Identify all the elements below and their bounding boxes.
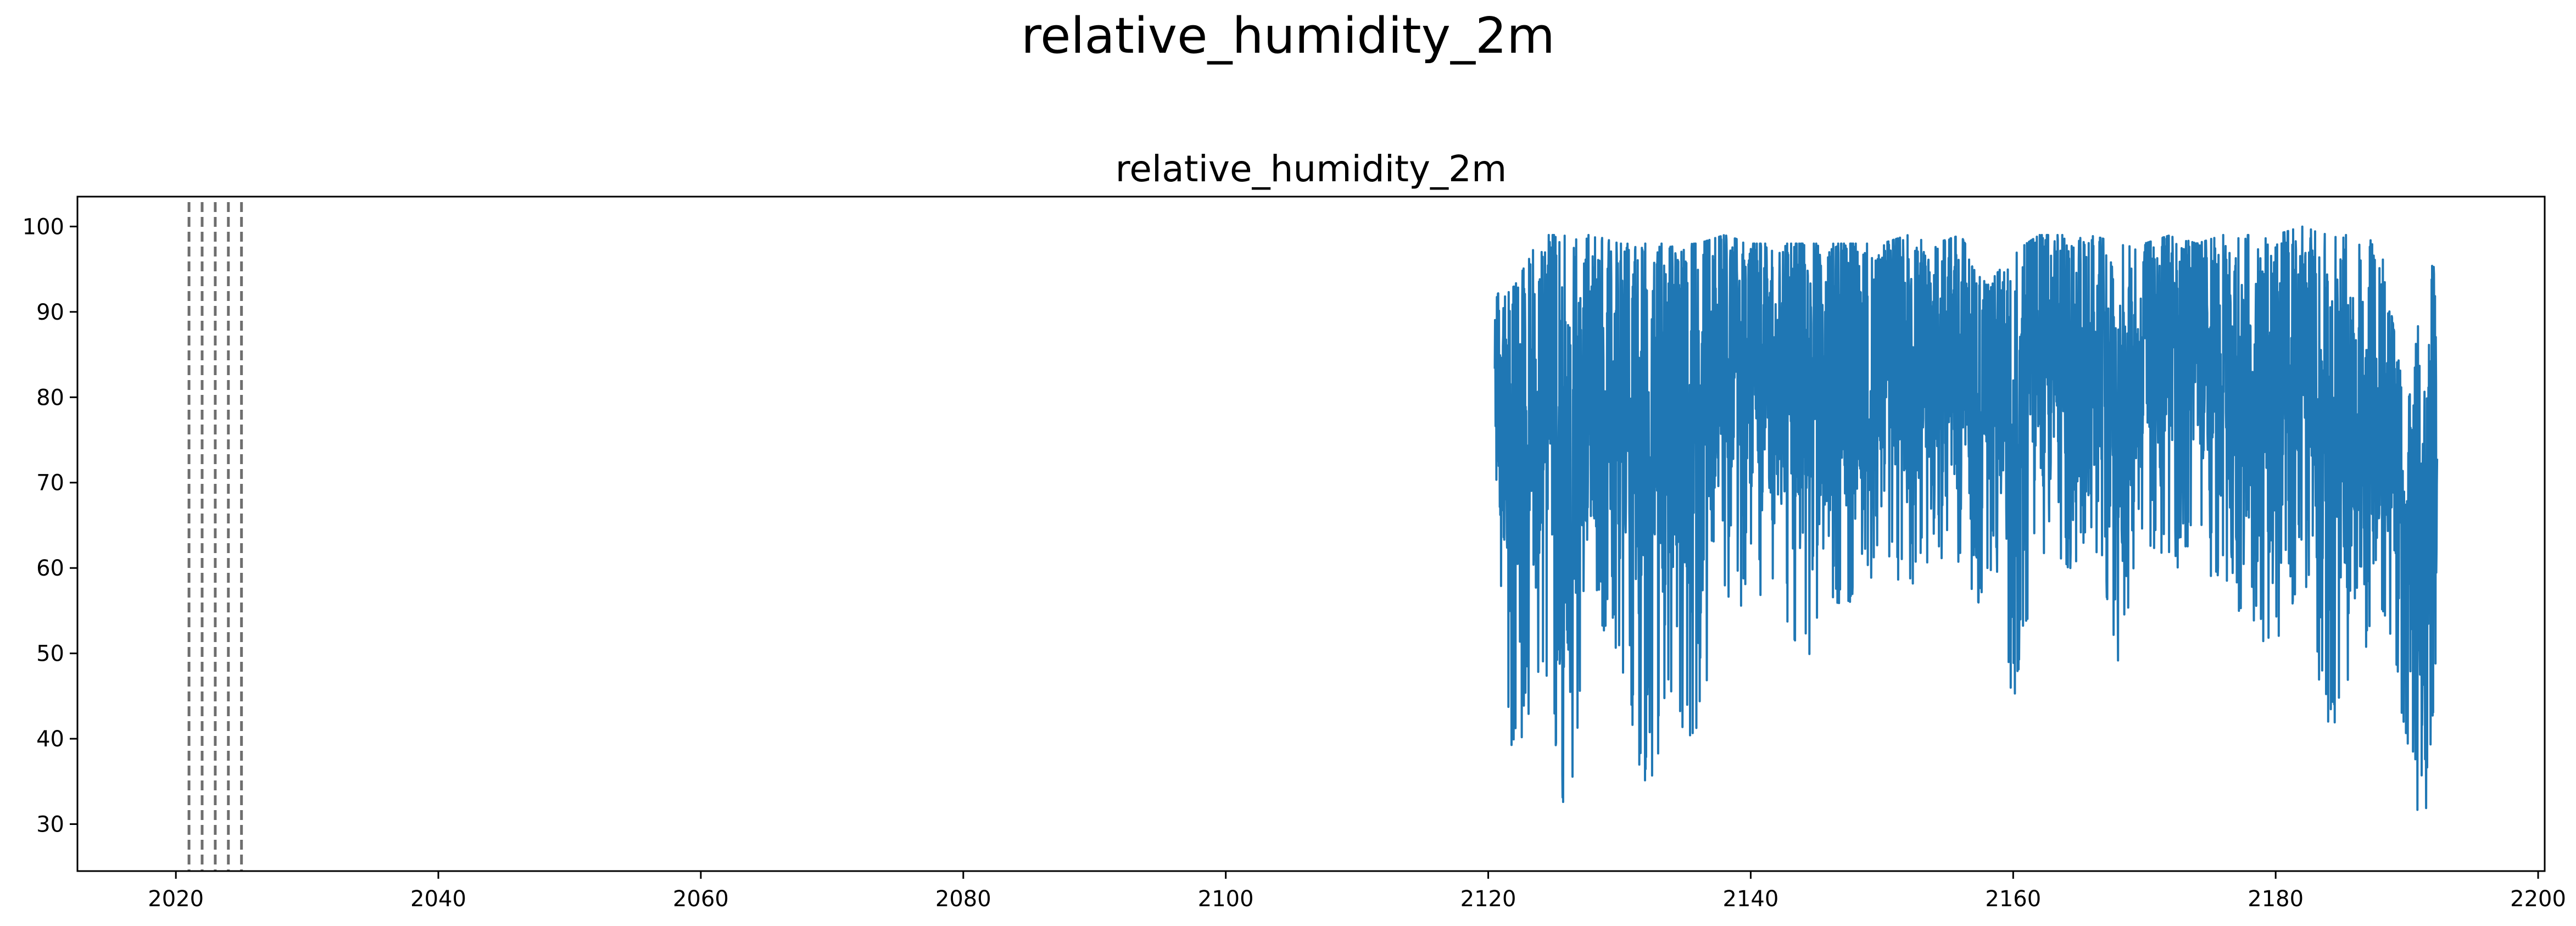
vertical-lines bbox=[187, 202, 243, 871]
x-tick-label: 2140 bbox=[1723, 886, 1779, 912]
y-tick-label: 80 bbox=[36, 385, 64, 410]
x-tick-label: 2040 bbox=[410, 886, 466, 912]
y-tick-label: 90 bbox=[36, 300, 64, 325]
x-tick-label: 2200 bbox=[2510, 886, 2566, 912]
y-tick-label: 50 bbox=[36, 641, 64, 667]
axes-frame bbox=[76, 196, 2546, 872]
series-layer bbox=[1493, 225, 2439, 811]
y-tick-label: 70 bbox=[36, 471, 64, 496]
figure-title: relative_humidity_2m bbox=[1021, 7, 1555, 65]
x-axis: 2020 2040 2060 2080 2100 2120 2140 2160 2180 2200 bbox=[148, 871, 2566, 912]
axes-title: relative_humidity_2m bbox=[1116, 148, 1507, 190]
x-tick-label: 2160 bbox=[1985, 886, 2041, 912]
x-tick-label: 2180 bbox=[2248, 886, 2304, 912]
y-tick-label: 100 bbox=[23, 214, 64, 239]
y-tick-label: 40 bbox=[36, 727, 64, 752]
humidity-series-line bbox=[1493, 225, 2439, 811]
y-axis: 30 40 50 60 70 80 90 100 bbox=[23, 214, 77, 838]
x-tick-label: 2020 bbox=[148, 886, 204, 912]
y-tick-label: 30 bbox=[36, 812, 64, 838]
x-tick-label: 2100 bbox=[1198, 886, 1254, 912]
x-tick-label: 2060 bbox=[673, 886, 729, 912]
x-tick-label: 2120 bbox=[1460, 886, 1516, 912]
y-tick-label: 60 bbox=[36, 556, 64, 581]
x-tick-label: 2080 bbox=[935, 886, 991, 912]
